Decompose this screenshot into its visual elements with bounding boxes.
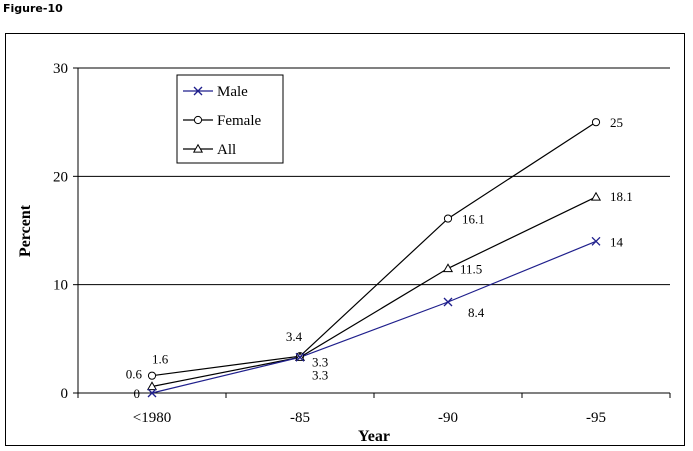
- data-label: 16.1: [462, 212, 485, 227]
- data-label: 25: [610, 115, 623, 130]
- y-tick-label: 20: [53, 169, 68, 185]
- data-label: 11.5: [460, 261, 482, 276]
- figure-label: Figure-10: [3, 2, 63, 15]
- legend-item-female: Female: [183, 113, 261, 129]
- point-marker-female: [591, 118, 601, 127]
- legend-label: Male: [217, 84, 248, 100]
- y-tick-label: 0: [61, 386, 69, 402]
- data-label: 3.3: [312, 367, 328, 382]
- legend-item-male: Male: [183, 84, 248, 100]
- point-marker-all: [590, 191, 602, 201]
- data-label: 3.3: [312, 354, 328, 369]
- legend-label: All: [217, 142, 236, 158]
- point-marker-all: [442, 263, 454, 273]
- point-marker-male: [295, 352, 305, 362]
- data-label: 0: [134, 386, 141, 401]
- chart-frame: [5, 33, 685, 446]
- data-label: 18.1: [610, 189, 633, 204]
- series-line-male: [151, 240, 597, 394]
- x-axis-title: Year: [358, 428, 390, 445]
- legend-item-all: All: [183, 142, 236, 158]
- legend-marker: [193, 86, 203, 96]
- point-marker-female: [443, 214, 453, 223]
- x-tick-label: <1980: [133, 410, 171, 426]
- point-marker-male: [443, 297, 453, 307]
- data-label: 8.4: [468, 305, 485, 320]
- y-tick-label: 10: [53, 278, 68, 294]
- x-tick-label: -95: [586, 410, 606, 426]
- legend-marker: [193, 115, 203, 125]
- legend-marker: [192, 143, 204, 153]
- point-marker-male: [147, 388, 157, 398]
- data-label: 0.6: [126, 367, 143, 382]
- y-axis-title: Percent: [17, 204, 34, 257]
- series-line-female: [151, 121, 597, 377]
- x-tick-label: -85: [290, 410, 310, 426]
- x-tick-label: -90: [438, 410, 458, 426]
- point-marker-all: [146, 381, 158, 391]
- series-line-all: [151, 196, 597, 388]
- data-label: 1.6: [152, 352, 169, 367]
- data-label: 14: [610, 234, 624, 249]
- legend-label: Female: [217, 113, 261, 129]
- point-marker-female: [147, 371, 157, 380]
- data-label: 3.4: [286, 329, 303, 344]
- y-tick-label: 30: [53, 61, 68, 77]
- point-marker-male: [591, 236, 601, 246]
